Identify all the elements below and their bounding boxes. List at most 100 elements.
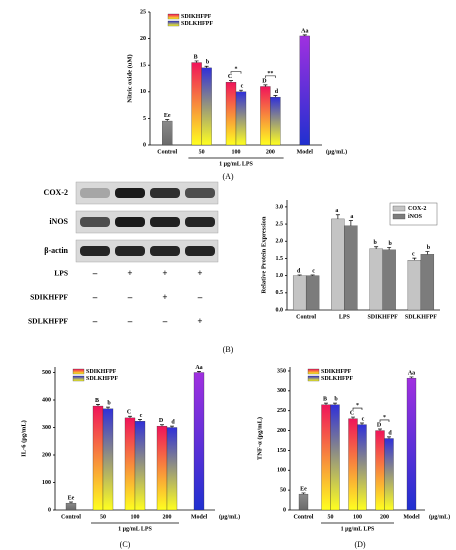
x-tick-label: 100	[353, 514, 362, 520]
panel-label: (D)	[354, 540, 365, 549]
error-bar	[387, 436, 391, 439]
legend-label: COX-2	[408, 206, 426, 212]
significance-asterisk: *	[356, 403, 359, 409]
y-tick-label: 350	[277, 368, 286, 374]
significance-bracket	[265, 75, 276, 78]
y-tick-label: 20	[140, 36, 146, 42]
y-tick-label: 0.0	[276, 307, 284, 313]
significance-letter: d	[171, 420, 175, 426]
y-tick-label: 300	[277, 388, 286, 394]
significance-letter: b	[427, 245, 431, 251]
error-bar	[165, 119, 170, 122]
y-tick-label: 200	[277, 428, 286, 434]
legend-swatch	[72, 375, 85, 382]
legend-label: SDIKHFPF	[86, 369, 117, 375]
significance-letter: b	[373, 240, 377, 246]
x-tick-label: Control	[157, 149, 177, 155]
significance-letter: B	[95, 398, 99, 404]
significance-letter: C	[127, 410, 131, 416]
y-tick-label: 150	[277, 448, 286, 454]
significance-letter: Ee	[68, 495, 75, 501]
treatment-sign: +	[197, 316, 202, 326]
legend-label: SDLKHFPF	[321, 376, 353, 382]
treatment-label: SDLKHFPF	[28, 317, 68, 326]
legend-label: SDLKHFPF	[86, 376, 118, 382]
legend-swatch	[167, 13, 180, 20]
bar	[407, 260, 422, 311]
error-bar	[138, 419, 142, 422]
bar	[156, 425, 168, 511]
error-bar	[301, 492, 306, 495]
x-tick-label: SDIKHFPF	[367, 314, 398, 320]
y-tick-label: 1.5	[276, 256, 284, 262]
y-tick-label: 15	[140, 63, 146, 69]
error-bar	[239, 89, 243, 92]
x-tick-label: Control	[294, 514, 314, 520]
error-bar	[351, 416, 355, 419]
x-tick-label: Model	[191, 514, 208, 520]
significance-letter: Aa	[301, 28, 308, 34]
y-tick-label: 100	[42, 480, 51, 486]
blot-band	[185, 217, 215, 227]
y-tick-label: 0.5	[276, 290, 284, 296]
bar	[299, 35, 310, 146]
y-tick-label: 2.5	[276, 221, 284, 227]
legend-swatch	[307, 375, 320, 382]
significance-letter: b	[206, 60, 210, 66]
error-bar	[302, 34, 307, 36]
bar	[260, 86, 271, 146]
bar	[331, 218, 345, 311]
treatment-sign: –	[127, 316, 133, 326]
bar	[65, 502, 77, 511]
band-label: iNOS	[49, 217, 68, 226]
x-tick-label: 200	[380, 514, 389, 520]
y-tick-label: 2.0	[276, 239, 284, 245]
significance-letter: D	[377, 422, 382, 428]
significance-letter: b	[107, 401, 111, 407]
blot-band	[150, 217, 180, 227]
bar	[102, 408, 114, 511]
x-unit: (μg/mL)	[326, 148, 347, 155]
error-bar	[297, 274, 302, 276]
error-bar	[378, 428, 382, 431]
significance-letter: c	[140, 413, 143, 419]
x-tick-label: LPS	[339, 314, 351, 320]
y-tick-label: 5	[143, 116, 146, 122]
treatment-sign: –	[92, 292, 98, 302]
error-bar	[335, 214, 340, 219]
y-tick-label: 1.0	[276, 273, 284, 279]
error-bar	[204, 65, 209, 68]
error-bar	[96, 404, 100, 407]
bar	[134, 421, 146, 511]
legend-swatch	[392, 213, 406, 220]
error-bar	[229, 80, 233, 83]
treatment-sign: –	[127, 292, 133, 302]
error-bar	[69, 501, 73, 504]
x-tick-label: 50	[100, 514, 106, 520]
x-tick-label: Model	[297, 149, 314, 155]
significance-letter: C	[350, 410, 354, 416]
bar	[305, 275, 320, 311]
bar	[92, 405, 104, 511]
bar	[348, 418, 358, 511]
y-tick-label: 0	[48, 507, 51, 513]
significance-bracket	[352, 407, 363, 411]
x-tick-label: Model	[403, 514, 420, 520]
significance-letter: Aa	[408, 370, 415, 376]
band-label: β-actin	[44, 246, 68, 255]
x-tick-label: Control	[296, 314, 316, 320]
blot-band	[115, 188, 145, 198]
significance-letter: b	[388, 241, 392, 247]
y-tick-label: 100	[277, 468, 286, 474]
bar	[375, 430, 385, 511]
y-tick-label: 0	[143, 142, 146, 148]
bar	[298, 493, 309, 511]
y-tick-label: 0	[283, 507, 286, 513]
significance-letter: c	[362, 416, 365, 422]
group-label: 1 μg/mL LPS	[341, 526, 375, 532]
treatment-sign: +	[127, 268, 132, 278]
error-bar	[333, 402, 337, 405]
error-bar	[273, 95, 278, 98]
y-tick-label: 3.0	[276, 204, 284, 210]
error-bar	[263, 84, 268, 87]
